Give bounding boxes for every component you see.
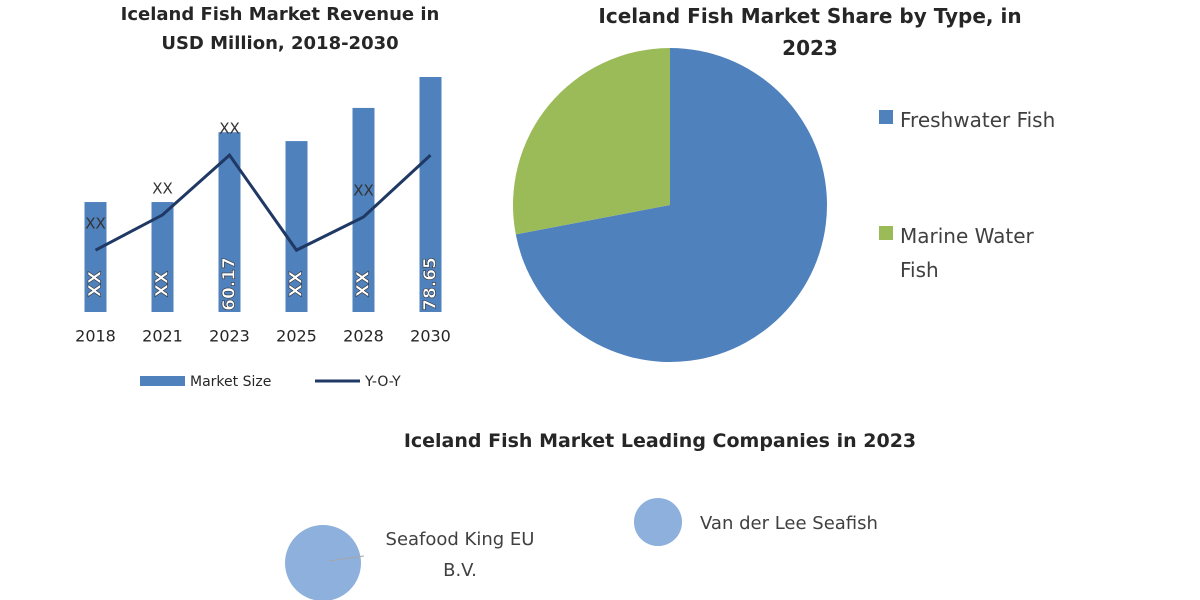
bubble-label: Seafood King EU B.V. (385, 529, 535, 581)
bar (151, 202, 174, 312)
legend-swatch (879, 226, 893, 240)
x-tick-label: 2030 (410, 327, 451, 346)
bar (419, 77, 442, 312)
x-tick-label: 2025 (276, 327, 317, 346)
legend-label: Marine Water Fish (900, 224, 1034, 282)
bar-value-label: 78.65 (421, 257, 441, 311)
chart-title: Iceland Fish Market Revenue in USD Milli… (120, 4, 440, 54)
bubble (285, 525, 361, 600)
legend-label: Y-O-Y (364, 374, 401, 390)
line-value-label: XX (152, 179, 173, 197)
bar-value-label: 60.17 (220, 257, 240, 311)
bar-value-label: XX (287, 271, 307, 297)
bar-value-label: XX (86, 271, 106, 297)
x-tick-label: 2023 (209, 327, 250, 346)
line-value-label: XX (85, 215, 106, 233)
legend-swatch (879, 110, 893, 124)
bubble-label: Van der Lee Seafish (700, 513, 878, 534)
chart-title: Iceland Fish Market Share by Type, in 20… (598, 4, 1022, 60)
bar-value-label: XX (153, 271, 173, 297)
bar (218, 132, 241, 312)
pie-slice (515, 48, 827, 362)
line-value-label: XX (219, 120, 240, 138)
leader-line (328, 555, 365, 562)
legend-label: Market Size (190, 374, 271, 390)
pie-slice (513, 48, 670, 235)
x-tick-label: 2018 (75, 327, 116, 346)
bar-value-label: XX (354, 271, 374, 297)
bar (285, 141, 308, 312)
legend-label: Freshwater Fish (900, 108, 1056, 132)
x-tick-label: 2028 (343, 327, 384, 346)
x-tick-label: 2021 (142, 327, 183, 346)
bar (352, 107, 375, 312)
bubble (633, 497, 683, 547)
line (94, 152, 432, 253)
bar (84, 202, 107, 312)
line-value-label: XX (353, 181, 374, 199)
legend-swatch (140, 376, 185, 386)
chart-title: Iceland Fish Market Leading Companies in… (403, 430, 917, 452)
